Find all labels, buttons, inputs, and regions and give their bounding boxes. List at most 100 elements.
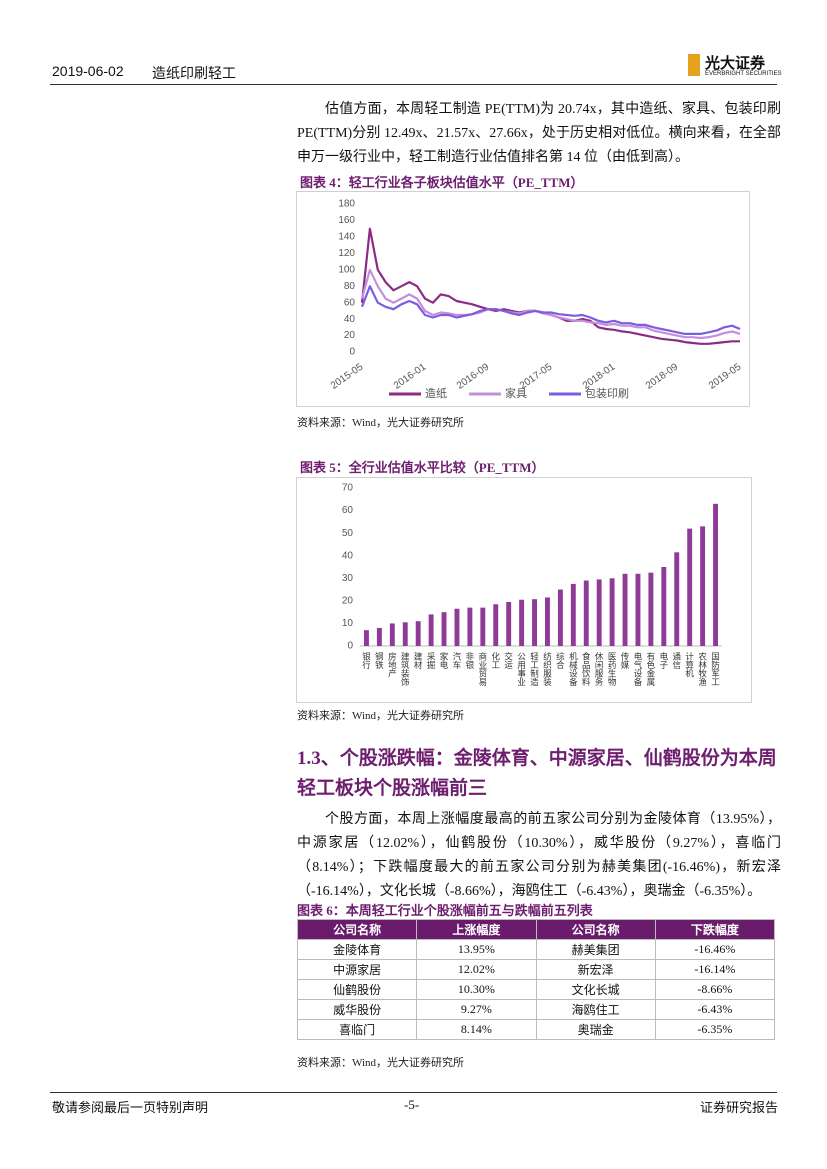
x-tick-label: 家电	[439, 651, 449, 669]
bar	[661, 567, 667, 646]
table-header-cell: 下跌幅度	[654, 919, 776, 940]
source: 资料来源：Wind，光大证券研究所	[297, 1057, 464, 1069]
x-tick-label: 综合	[555, 651, 565, 670]
bar	[364, 630, 369, 646]
table-row: 金陵体育 13.95% 赫美集团 -16.46%	[296, 939, 776, 960]
section-heading: 1.3、个股涨跌幅：金陵体育、中源家居、仙鹤股份为本周轻工板块个股涨幅前三	[297, 748, 777, 799]
x-tick-label: 非银	[465, 651, 475, 670]
logo-name: 光大证券	[705, 56, 766, 72]
y-tick-label: 70	[342, 483, 354, 494]
bar	[713, 503, 718, 646]
table-cell: 金陵体育	[296, 939, 418, 960]
x-tick-label: 银行	[361, 651, 371, 670]
bar	[480, 607, 486, 646]
legend-label: 包装印刷	[585, 387, 629, 400]
table-cell: 仙鹤股份	[296, 979, 418, 1000]
footer-page: -5-	[404, 1097, 420, 1112]
figure-caption: 图表 5：全行业估值水平比较（PE_TTM）	[300, 460, 545, 475]
x-tick-label: 建材	[413, 651, 423, 669]
line-series	[360, 227, 740, 345]
x-tick-label: 食品饮料	[581, 651, 591, 687]
table-row: 中源家居 12.02% 新宏泽 -16.14%	[296, 959, 776, 980]
table-caption: 图表 6：本周轻工行业个股涨幅前五与跌幅前五列表	[297, 903, 593, 918]
bar	[376, 627, 382, 646]
table-header-cell: 公司名称	[535, 919, 656, 940]
logo-sub: EVERBRIGHT SECURITIES	[705, 71, 782, 77]
y-tick-label: 140	[338, 232, 355, 243]
legend-label: 造纸	[425, 386, 447, 400]
table-cell: 奥瑞金	[535, 1019, 656, 1040]
y-tick-label: 50	[342, 528, 354, 539]
x-tick-label: 电气设备	[633, 651, 643, 687]
figure-caption: 图表 4：轻工行业各子板块估值水平（PE_TTM）	[300, 175, 584, 190]
x-tick-label: 有色金属	[646, 651, 656, 687]
bar	[428, 614, 434, 646]
bar	[609, 578, 615, 646]
bar	[583, 580, 589, 646]
x-tick-label: 2019-05	[707, 361, 744, 391]
bar	[467, 607, 473, 646]
y-tick-label: 100	[338, 264, 355, 275]
header-rule	[50, 84, 777, 85]
table-cell: 9.27%	[416, 999, 537, 1020]
x-tick-label: 通信	[672, 651, 682, 670]
table-row: 仙鹤股份 10.30% 文化长城 -8.66%	[296, 979, 776, 1000]
header-sector: 造纸印刷轻工	[152, 65, 236, 81]
source: 资料来源：Wind，光大证券研究所	[297, 710, 464, 722]
bar	[648, 572, 654, 646]
x-tick-label: 计算机	[685, 651, 695, 678]
y-tick-label: 0	[349, 347, 355, 358]
x-tick-label: 机械设备	[568, 651, 578, 687]
table-header-row: 公司名称 上涨幅度 公司名称 下跌幅度	[296, 919, 776, 940]
logo-mark	[688, 54, 700, 76]
bar	[674, 552, 680, 646]
line-series	[360, 268, 741, 340]
y-tick-label: 60	[344, 297, 356, 308]
table-header-cell: 上涨幅度	[416, 919, 537, 940]
x-tick-label: 国防军工	[711, 652, 721, 686]
y-tick-label: 30	[342, 573, 354, 584]
table-cell: 新宏泽	[535, 959, 656, 980]
y-tick-label: 180	[338, 199, 355, 210]
table-cell: 12.02%	[416, 959, 537, 980]
table-row: 威华股份 9.27% 海鸥住工 -6.43%	[296, 999, 776, 1020]
x-tick-label: 农林牧渔	[698, 651, 708, 686]
table-cell: 文化长城	[535, 979, 656, 1000]
table-cell: 海鸥住工	[535, 999, 656, 1020]
x-tick-label: 2018-09	[644, 361, 681, 391]
y-tick-label: 160	[338, 215, 355, 226]
footer-right: 证券研究报告	[700, 1100, 779, 1115]
table-cell: -6.35%	[654, 1019, 776, 1040]
bar	[557, 589, 563, 646]
x-tick-label: 商业贸易	[478, 651, 488, 687]
table-header-cell: 公司名称	[296, 919, 418, 940]
table-cell: -6.43%	[654, 999, 776, 1020]
source: 资料来源：Wind，光大证券研究所	[297, 417, 464, 429]
bar	[415, 621, 421, 646]
x-tick-label: 化工	[491, 651, 501, 669]
bar	[389, 623, 395, 646]
table-cell: 13.95%	[416, 939, 537, 960]
table: 公司名称 上涨幅度 公司名称 下跌幅度 金陵体育 13.95% 赫美集团 -16.46% 中源家…	[296, 919, 776, 1040]
bar	[622, 573, 628, 646]
paragraph: 估值方面，本周轻工制造 PE(TTM)为 20.74x，其中造纸、家具、包装印刷…	[297, 102, 781, 165]
bar	[700, 526, 706, 646]
table-cell: 8.14%	[416, 1019, 537, 1040]
table-cell: -8.66%	[654, 979, 776, 1000]
table-cell: 喜临门	[296, 1019, 418, 1040]
table-cell: 中源家居	[296, 959, 418, 980]
bar	[441, 612, 447, 646]
bar	[596, 579, 602, 646]
y-tick-label: 120	[338, 248, 355, 259]
table-cell: 10.30%	[416, 979, 537, 1000]
x-tick-label: 公用事业	[517, 652, 527, 686]
bar	[687, 528, 693, 646]
bar	[402, 622, 408, 646]
footer-left: 敬请参阅最后一页特别声明	[52, 1100, 209, 1115]
bar	[570, 583, 576, 646]
x-tick-label: 交运	[504, 651, 514, 670]
legend-label: 家具	[505, 386, 527, 400]
x-tick-label: 纺织服装	[542, 651, 552, 687]
x-tick-label: 建筑装饰	[400, 651, 410, 687]
